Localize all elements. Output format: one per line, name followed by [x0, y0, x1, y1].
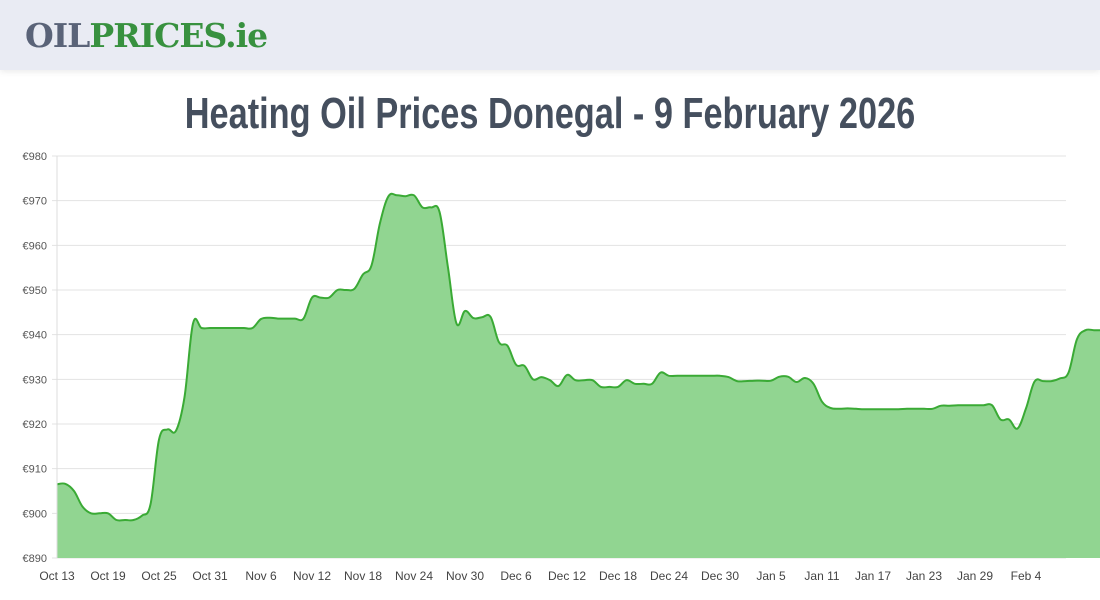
price-line — [56, 192, 1100, 522]
x-tick-label: Dec 12 — [548, 569, 586, 583]
price-area-fill — [57, 193, 1100, 558]
y-tick-label: €940 — [23, 330, 47, 342]
site-logo[interactable]: OILPRICES.ie — [25, 16, 268, 56]
site-header: OILPRICES.ie — [0, 0, 1100, 70]
x-tick-label: Nov 18 — [344, 569, 382, 583]
y-tick-label: €910 — [23, 464, 47, 476]
y-tick-label: €900 — [23, 508, 47, 520]
x-tick-label: Nov 24 — [395, 569, 433, 583]
logo-oil-text: OIL — [25, 16, 90, 55]
x-tick-label: Dec 6 — [500, 569, 532, 583]
x-tick-label: Dec 24 — [650, 569, 688, 583]
x-tick-label: Nov 12 — [293, 569, 331, 583]
y-tick-label: €960 — [23, 240, 47, 252]
x-axis-ticks: Oct 13 Oct 19 Oct 25 Oct 31 Nov 6 Nov 12 Nov 1… — [39, 569, 1041, 583]
x-tick-label: Dec 18 — [599, 569, 637, 583]
x-tick-label: Oct 25 — [141, 569, 177, 583]
x-tick-label: Nov 30 — [446, 569, 484, 583]
x-tick-label: Jan 17 — [855, 569, 891, 583]
x-tick-label: Oct 31 — [192, 569, 228, 583]
y-tick-label: €920 — [23, 419, 47, 431]
x-tick-label: Dec 30 — [701, 569, 739, 583]
x-tick-label: Feb 4 — [1011, 569, 1042, 583]
x-tick-label: Jan 5 — [756, 569, 786, 583]
y-tick-label: €970 — [23, 196, 47, 208]
x-tick-label: Oct 13 — [39, 569, 75, 583]
y-tick-label: €930 — [23, 374, 47, 386]
logo-prices-text: PRICES.ie — [89, 16, 268, 55]
y-axis-ticks: €980 €970 €960 €950 €940 €930 €920 €910 €900 €890 — [23, 151, 47, 565]
y-tick-label: €950 — [23, 285, 47, 297]
y-tick-label: €890 — [23, 553, 47, 565]
page-title: Heating Oil Prices Donegal - 9 February … — [184, 89, 916, 138]
x-tick-label: Nov 6 — [245, 569, 277, 583]
x-tick-label: Oct 19 — [90, 569, 126, 583]
x-tick-label: Jan 23 — [906, 569, 942, 583]
x-tick-label: Jan 11 — [804, 569, 839, 583]
x-tick-label: Jan 29 — [957, 569, 993, 583]
y-tick-label: €980 — [23, 151, 47, 163]
